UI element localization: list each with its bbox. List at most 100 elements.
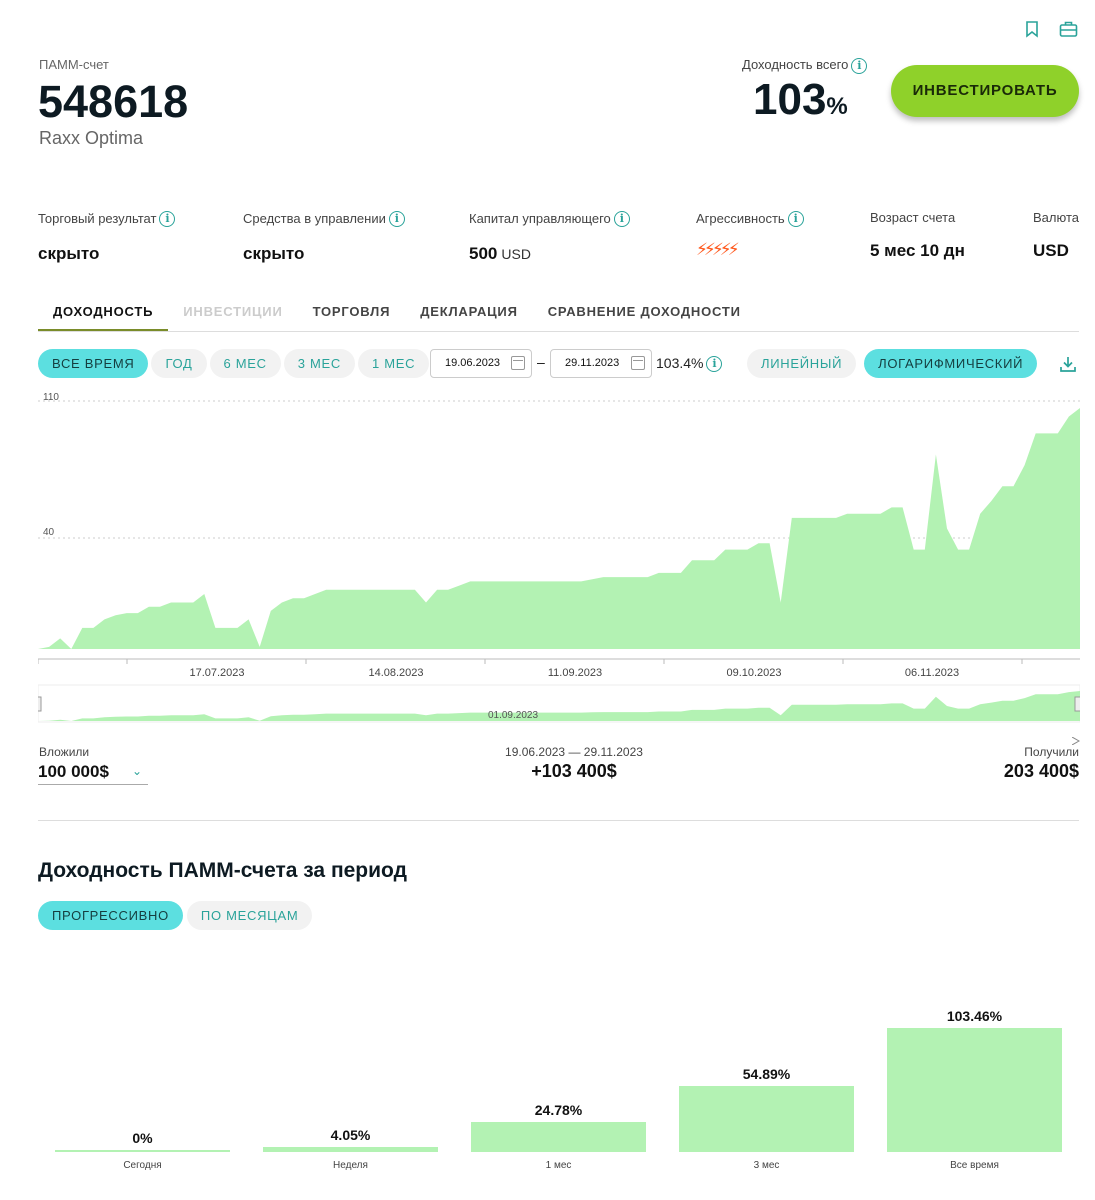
period-filter-button[interactable]: Год bbox=[151, 349, 207, 378]
stat-label: Возраст счета bbox=[870, 210, 956, 225]
info-icon[interactable]: i bbox=[851, 57, 868, 74]
bar-value-label: 0% bbox=[132, 1130, 153, 1146]
x-tick-label: 14.08.2023 bbox=[368, 667, 423, 679]
x-tick-label: 17.07.2023 bbox=[189, 667, 244, 679]
info-icon[interactable]: i bbox=[787, 210, 804, 227]
tab-1: Инвестиции bbox=[183, 304, 283, 319]
account-label: ПАММ-счет bbox=[39, 57, 109, 72]
stat-unit: USD bbox=[501, 246, 531, 262]
x-tick-label: 11.09.2023 bbox=[548, 667, 602, 679]
navigator-date-label: 01.09.2023 bbox=[488, 710, 538, 721]
account-name: Raxx Optima bbox=[39, 128, 144, 148]
invested-select[interactable]: 100 000$ ⌄ bbox=[38, 762, 148, 785]
bookmark-icon[interactable] bbox=[1023, 20, 1041, 43]
stat-column: Агрессивность i ⚡︎⚡︎⚡︎⚡︎⚡︎ bbox=[696, 210, 804, 260]
period-filter-button[interactable]: 6 мес bbox=[209, 349, 281, 378]
y-tick-label: 40 bbox=[43, 527, 55, 538]
stat-column: Валюта USD bbox=[1033, 210, 1079, 261]
bar-category-label: 1 мес bbox=[545, 1160, 572, 1171]
bar-category-label: 3 мес bbox=[753, 1160, 780, 1171]
period-filter-button[interactable]: 3 мес bbox=[283, 349, 355, 378]
stat-label: Капитал управляющего bbox=[469, 211, 611, 226]
stat-value-text: USD bbox=[1033, 241, 1069, 260]
x-tick-label: 09.10.2023 bbox=[726, 667, 781, 679]
download-icon[interactable] bbox=[1059, 355, 1077, 378]
calendar-icon bbox=[511, 356, 525, 370]
bar bbox=[471, 1122, 646, 1152]
scale-button[interactable]: Логарифмический bbox=[864, 349, 1038, 378]
tab-0[interactable]: Доходность bbox=[38, 304, 169, 331]
bar bbox=[55, 1150, 230, 1152]
y-tick-label: 110 bbox=[43, 392, 59, 403]
bar bbox=[263, 1147, 438, 1152]
bar-category-label: Все время bbox=[950, 1160, 999, 1171]
bar bbox=[887, 1028, 1062, 1152]
period-filters: Все время Год 6 мес 3 мес 1 мес bbox=[38, 349, 430, 378]
period-modes: Прогрессивно По месяцам bbox=[38, 901, 313, 930]
scale-button[interactable]: Линейный bbox=[747, 349, 857, 378]
info-icon[interactable]: i bbox=[388, 210, 405, 227]
stat-label: Валюта bbox=[1033, 210, 1079, 225]
stat-label: Агрессивность bbox=[696, 211, 785, 226]
bar-value-label: 24.78% bbox=[534, 1102, 583, 1119]
total-return-label: Доходность всего i bbox=[742, 57, 868, 74]
tab-2[interactable]: Торговля bbox=[312, 304, 391, 319]
date-from-input[interactable]: 19.06.2023 bbox=[430, 349, 532, 378]
stat-value: скрыто bbox=[243, 244, 405, 264]
period-mode-button[interactable]: Прогрессивно bbox=[38, 901, 183, 930]
range-return: 103.4% i bbox=[656, 355, 723, 373]
stat-value: 500 USD bbox=[469, 244, 630, 264]
stat-label: Торговый результат bbox=[38, 211, 157, 226]
period-filter-button[interactable]: Все время bbox=[38, 349, 149, 378]
stat-column: Капитал управляющего i 500 USD bbox=[469, 210, 630, 264]
stat-column: Возраст счета 5 мес 10 дн bbox=[870, 210, 965, 261]
stat-value-text: 5 мес 10 дн bbox=[870, 241, 965, 260]
tab-4[interactable]: Сравнение доходности bbox=[547, 304, 741, 319]
bar bbox=[679, 1086, 854, 1152]
period-section-title: Доходность ПАММ-счета за период bbox=[38, 859, 407, 882]
bar-value-label: 54.89% bbox=[742, 1066, 791, 1083]
stat-column: Средства в управлении i скрыто bbox=[243, 210, 405, 264]
info-icon[interactable]: i bbox=[613, 210, 630, 227]
tabs-bar: Доходность Инвестиции Торговля Декларация Ср… bbox=[38, 304, 1079, 332]
date-separator: – bbox=[537, 354, 545, 370]
area-series bbox=[38, 408, 1080, 649]
calc-period: 19.06.2023 — 29.11.2023 bbox=[505, 745, 643, 759]
x-ticks: 17.07.2023 14.08.2023 11.09.2023 09.10.2023… bbox=[38, 659, 1023, 679]
stat-value-text: скрыто bbox=[38, 244, 100, 263]
navigator-left-handle[interactable] bbox=[38, 696, 42, 712]
lightning-icon: ⚡︎⚡︎⚡︎⚡︎⚡︎ bbox=[696, 240, 740, 259]
date-to-input[interactable]: 29.11.2023 bbox=[550, 349, 652, 378]
bar-value-label: 103.46% bbox=[946, 1008, 1003, 1024]
stat-value-text: скрыто bbox=[243, 244, 305, 263]
main-chart[interactable]: 110 40 17.07.2023 14.08.2023 11.09.2023 09.… bbox=[38, 388, 1080, 738]
scale-toggle: Линейный Логарифмический bbox=[747, 349, 1038, 378]
info-icon[interactable]: i bbox=[706, 356, 723, 373]
navigator-series bbox=[38, 691, 1080, 721]
calendar-icon bbox=[631, 356, 645, 370]
account-number: 548618 bbox=[38, 76, 189, 127]
info-icon[interactable]: i bbox=[159, 210, 176, 227]
received-value: 203 400$ bbox=[1003, 761, 1079, 781]
period-mode-button[interactable]: По месяцам bbox=[186, 901, 313, 930]
bar-category-label: Неделя bbox=[333, 1160, 368, 1171]
invested-label: Вложили bbox=[39, 745, 90, 759]
calc-profit: +103 400$ bbox=[531, 761, 617, 781]
navigator-right-handle[interactable] bbox=[1074, 696, 1080, 712]
bar-value-label: 4.05% bbox=[330, 1127, 371, 1144]
stat-value: ⚡︎⚡︎⚡︎⚡︎⚡︎ bbox=[696, 240, 804, 260]
chevron-down-icon: ⌄ bbox=[131, 764, 142, 778]
received-label: Получили bbox=[1024, 745, 1079, 759]
stat-label: Средства в управлении bbox=[243, 211, 386, 226]
period-filter-button[interactable]: 1 мес bbox=[357, 349, 430, 378]
tab-3[interactable]: Декларация bbox=[420, 304, 518, 319]
stat-value: 5 мес 10 дн bbox=[870, 241, 965, 261]
briefcase-icon[interactable] bbox=[1059, 20, 1078, 43]
invest-button[interactable]: Инвестировать bbox=[891, 65, 1079, 117]
total-return-value: 103% bbox=[753, 75, 848, 124]
bar-category-label: Сегодня bbox=[123, 1160, 162, 1171]
x-tick-label: 06.11.2023 bbox=[905, 667, 959, 679]
arrow-icon bbox=[1072, 737, 1080, 745]
bar-chart: 0% Сегодня 4.05% Неделя 24.78% 1 мес 54.89% 3 м… bbox=[38, 990, 1079, 1180]
stat-value: скрыто bbox=[38, 244, 175, 264]
